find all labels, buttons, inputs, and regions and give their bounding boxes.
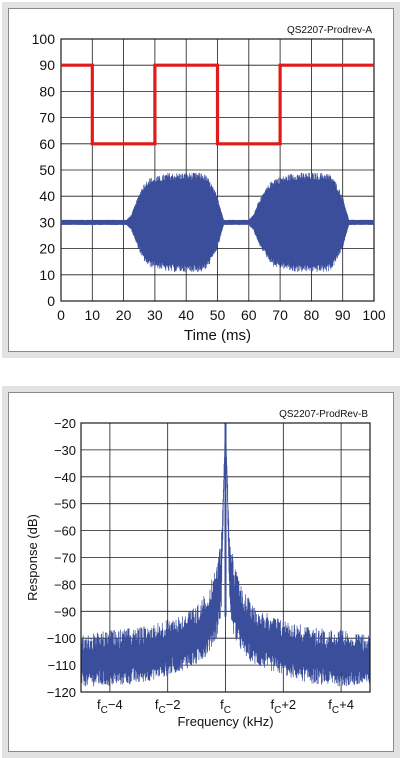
y-tick-label: 100 (32, 31, 56, 47)
time-domain-chart: 0 10 20 30 40 50 60 70 80 90 100 0 10 20 30 40 50 60 70 80 9… (32, 25, 386, 344)
y-tick-label: 40 (39, 188, 55, 204)
x-tick-label: 70 (272, 307, 288, 323)
x-tick-label: 90 (335, 307, 351, 323)
x-tick-sub: C (274, 705, 281, 716)
frequency-spectrum-chart-panel: −20 −30 −40 −50 −60 −70 −80 −90 −100 −110 −120 fC−4… (8, 392, 394, 752)
x-tick-base: f (155, 697, 159, 712)
plot-frame (60, 38, 375, 302)
x-tick-label: fC+2 (270, 697, 296, 716)
x-axis-label: Time (ms) (184, 327, 251, 344)
y-tick-label: 60 (39, 136, 55, 152)
x-tick-label: fC (220, 697, 231, 716)
time-domain-chart-panel: 0 10 20 30 40 50 60 70 80 90 100 0 10 20 30 40 50 60 70 80 9… (8, 8, 394, 352)
x-tick-sub: C (332, 705, 339, 716)
x-tick-base: f (270, 697, 274, 712)
y-tick-label: −50 (54, 497, 76, 512)
x-tick-label: 40 (178, 307, 194, 323)
y-tick-label: 90 (39, 57, 55, 73)
series-modulated-signal (60, 172, 375, 273)
y-tick-label: 70 (39, 110, 55, 126)
chart-id-label: QS2207-ProdRev-B (279, 409, 368, 420)
y-axis-label: Response (dB) (25, 514, 40, 601)
x-tick-base: f (97, 697, 101, 712)
x-tick-label: 50 (210, 307, 226, 323)
y-tick-label: −70 (54, 551, 76, 566)
plot-frame (80, 422, 371, 693)
y-tick-label: −100 (47, 631, 76, 646)
x-tick-suffix: −4 (108, 697, 123, 712)
x-tick-label: 30 (147, 307, 163, 323)
chart-id-label: QS2207-Prodrev-A (287, 25, 372, 36)
y-tick-label: 80 (39, 83, 55, 99)
x-tick-suffix: +4 (339, 697, 354, 712)
y-tick-label: −40 (54, 470, 76, 485)
series-modulated-signal-path (60, 172, 375, 273)
x-tick-label: fC+4 (328, 697, 354, 716)
x-axis-label: Frequency (kHz) (177, 714, 273, 729)
x-tick-label: 10 (85, 307, 101, 323)
y-tick-label: −90 (54, 604, 76, 619)
y-tick-label: −110 (48, 658, 76, 673)
frequency-spectrum-chart: −20−30−40−50−60−70−80−90−100−110−120fC−4… (25, 409, 371, 729)
x-tick-sub: C (224, 705, 231, 716)
y-tick-label: −20 (54, 416, 76, 431)
y-tick-label: 50 (39, 162, 55, 178)
x-tick-sub: C (101, 705, 108, 716)
x-tick-label: fC−4 (97, 697, 123, 716)
y-tick-label: 0 (47, 293, 55, 309)
x-tick-label: 20 (116, 307, 132, 323)
y-tick-label: 30 (39, 214, 55, 230)
y-tick-label: −120 (47, 685, 76, 700)
y-tick-label: −30 (54, 443, 76, 458)
x-tick-suffix: −2 (166, 697, 181, 712)
x-tick-suffix: +2 (281, 697, 296, 712)
y-tick-label: 20 (39, 241, 55, 257)
series-square-wave (61, 63, 374, 146)
x-tick-sub: C (158, 705, 165, 716)
x-tick-label: 80 (304, 307, 320, 323)
x-tick-base: f (220, 697, 224, 712)
x-tick-label: fC−2 (155, 697, 181, 716)
y-tick-label: −80 (54, 577, 76, 592)
x-tick-label: 0 (57, 307, 65, 323)
y-tick-label: −60 (54, 524, 76, 539)
x-tick-label: 60 (241, 307, 257, 323)
y-tick-label: 10 (39, 267, 55, 283)
x-tick-base: f (328, 697, 332, 712)
x-tick-label: 100 (362, 307, 386, 323)
